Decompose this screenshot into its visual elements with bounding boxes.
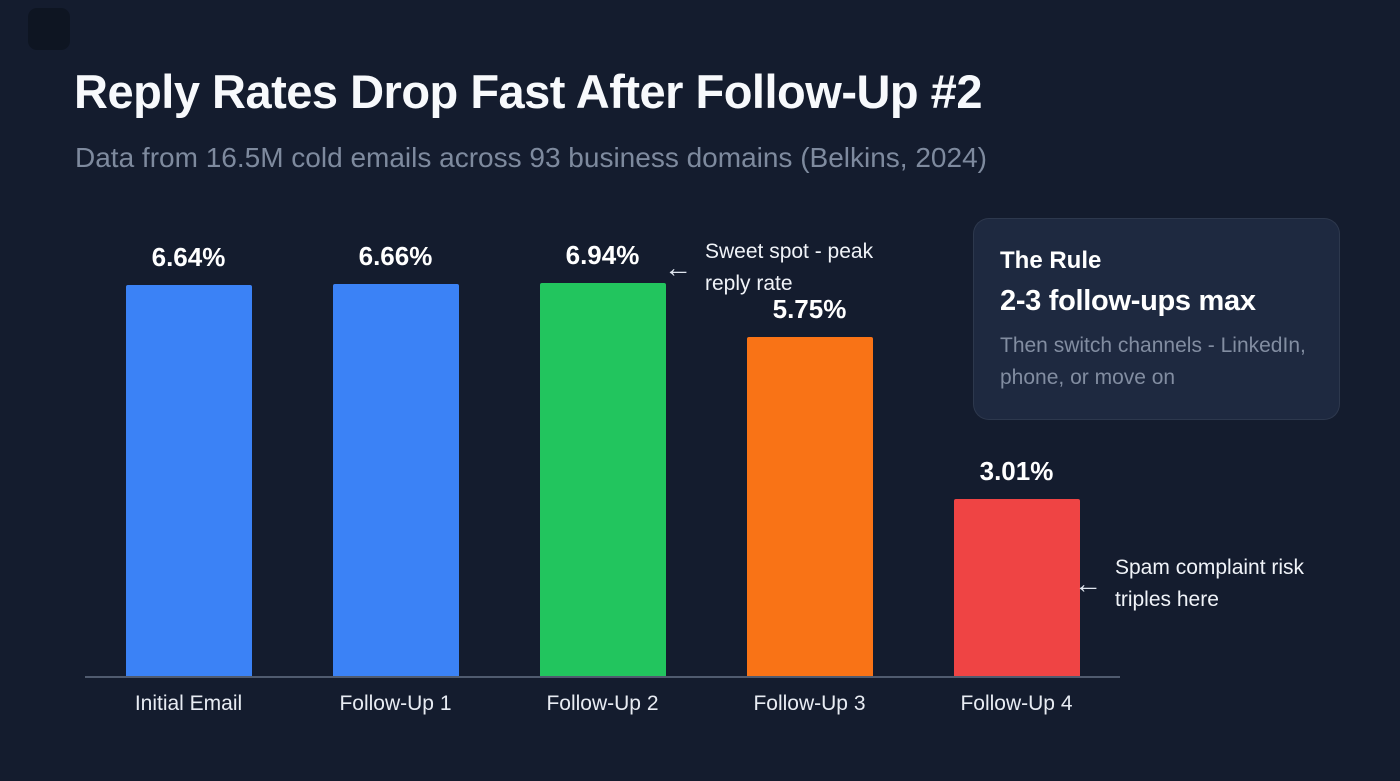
x-axis-labels: Initial Email Follow-Up 1 Follow-Up 2 Follo… [85, 692, 1120, 716]
annotation-text: Spam complaint risk triples here [1115, 556, 1305, 611]
bar-chart: 6.64% 6.66% 6.94% 5.75% 3.01% Initial Email F… [85, 240, 1120, 716]
rule-card-headline: 2-3 follow-ups max [1000, 285, 1256, 317]
bar-column: 6.64% [85, 240, 292, 676]
bar [953, 498, 1080, 676]
x-tick-label: Follow-Up 4 [960, 692, 1073, 715]
bar-value-label: 5.75% [772, 294, 847, 325]
rule-card-body: Then switch channels - LinkedIn, phone, … [1000, 334, 1306, 389]
bar [125, 284, 252, 676]
rule-card: The Rule 2-3 follow-ups max Then switch … [973, 218, 1340, 420]
bar [539, 283, 666, 676]
bar-value-label: 6.64% [151, 241, 226, 272]
chart-title: Reply Rates Drop Fast After Follow-Up #2 [74, 65, 982, 118]
annotation-sweet-spot: ← Sweet spot - peak reply rate [664, 236, 913, 299]
x-tick-label: Follow-Up 1 [339, 692, 452, 715]
bar-value-label: 6.94% [565, 240, 640, 270]
bar [746, 337, 873, 676]
bar-column: 6.94% [499, 240, 706, 676]
x-tick-label: Follow-Up 2 [546, 692, 659, 715]
x-tick-label: Follow-Up 3 [753, 692, 866, 715]
bar-value-label: 3.01% [979, 455, 1054, 486]
plot-area: 6.64% 6.66% 6.94% 5.75% 3.01% [85, 240, 1120, 678]
bar [332, 283, 459, 676]
bar-column: 5.75% [706, 240, 913, 676]
chart-subtitle: Data from 16.5M cold emails across 93 bu… [75, 142, 987, 173]
bar-column: 6.66% [292, 240, 499, 676]
annotation-spam-risk: ← Spam complaint risk triples here [1074, 552, 1307, 615]
left-arrow-icon: ← [1074, 567, 1102, 599]
bar-column: 3.01% [913, 240, 1120, 676]
x-tick-label: Initial Email [134, 692, 243, 715]
corner-logo [28, 8, 70, 50]
annotation-text: Sweet spot - peak reply rate [705, 240, 874, 295]
rule-card-title: The Rule [1000, 247, 1102, 274]
bar-value-label: 6.66% [358, 240, 433, 271]
left-arrow-icon: ← [664, 251, 692, 283]
